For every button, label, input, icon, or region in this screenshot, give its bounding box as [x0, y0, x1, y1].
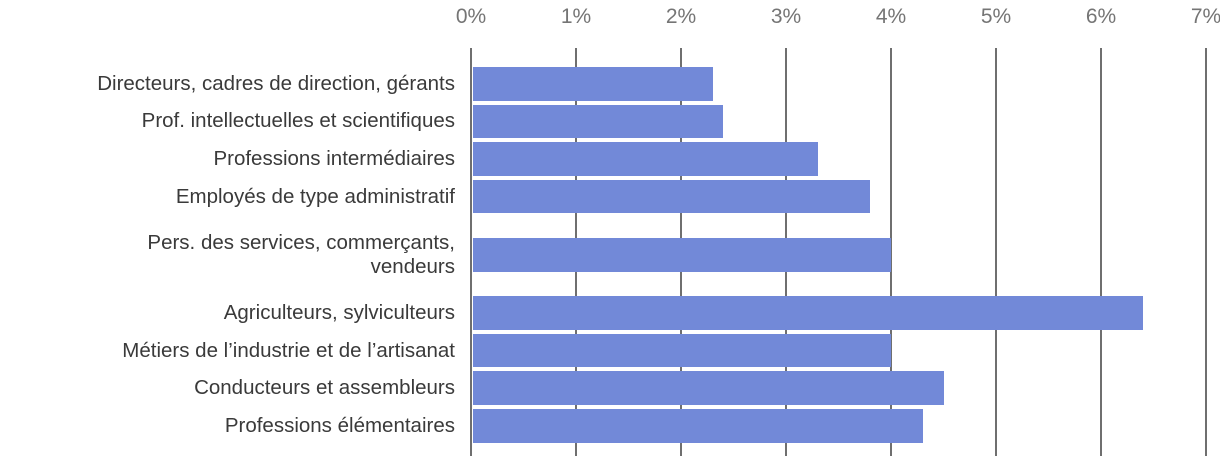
chart-row: Directeurs, cadres de direction, gérants: [0, 67, 1220, 101]
x-axis-tick-label: 5%: [980, 5, 1012, 28]
bar-rows: Directeurs, cadres de direction, gérants…: [0, 67, 1220, 447]
category-label: Employés de type administratif: [175, 184, 455, 208]
bar: [473, 371, 944, 405]
category-label: Agriculteurs, sylviculteurs: [223, 301, 455, 325]
gridline: [1205, 48, 1207, 456]
bar: [473, 179, 870, 214]
chart-row: Agriculteurs, sylviculteurs: [0, 296, 1220, 330]
bar: [473, 238, 891, 272]
x-axis-tick-label: 4%: [875, 5, 907, 28]
gridline: [1100, 48, 1102, 456]
x-axis-tick-label: 2%: [665, 5, 697, 28]
gridline: [890, 48, 892, 456]
category-label: Pers. des services, commerçants, vendeur…: [147, 230, 455, 278]
chart-row: Professions élémentaires: [0, 409, 1220, 443]
gridline: [995, 48, 997, 456]
x-axis-tick-label: 3%: [770, 5, 802, 28]
category-label: Professions élémentaires: [224, 413, 455, 437]
category-label: Conducteurs et assembleurs: [194, 376, 455, 400]
x-axis-tick-label: 7%: [1190, 5, 1220, 28]
bar: [473, 409, 923, 443]
x-axis-tick-label: 0%: [455, 5, 487, 28]
x-axis-tick-label: 1%: [560, 5, 592, 28]
category-label: Professions intermédiaires: [213, 146, 455, 170]
bar: [473, 333, 891, 368]
chart-row: Métiers de l’industrie et de l’artisanat: [0, 333, 1220, 368]
chart-row: Prof. intellectuelles et scientifiques: [0, 104, 1220, 139]
category-label: Métiers de l’industrie et de l’artisanat: [122, 338, 455, 362]
gridline: [470, 48, 472, 456]
bar: [473, 142, 818, 176]
category-label: Directeurs, cadres de direction, gérants: [97, 71, 455, 95]
bar: [473, 296, 1143, 330]
chart-row: Conducteurs et assembleurs: [0, 371, 1220, 405]
bar: [473, 67, 713, 101]
chart-row: Professions intermédiaires: [0, 142, 1220, 176]
chart-row: Employés de type administratif: [0, 179, 1220, 214]
x-axis-tick-label: 6%: [1085, 5, 1117, 28]
category-label: Prof. intellectuelles et scientifiques: [141, 109, 455, 133]
chart-row: Pers. des services, commerçants, vendeur…: [0, 231, 1220, 279]
bar: [473, 104, 723, 139]
